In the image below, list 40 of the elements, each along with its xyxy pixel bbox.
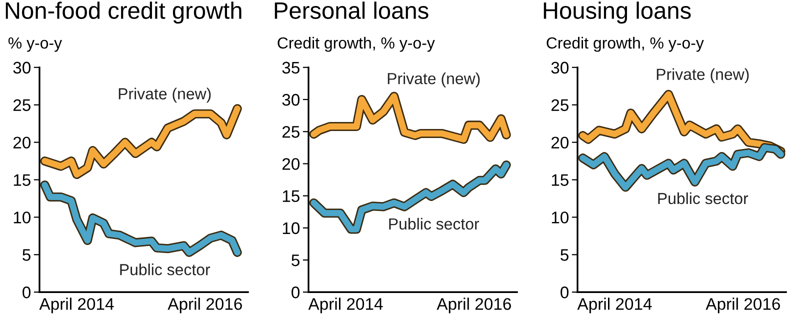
- y-tick-label: 10: [282, 222, 300, 234]
- x-tick-label: April 2016: [706, 298, 780, 314]
- y-tick-label: 25: [551, 99, 568, 112]
- y-tick-label: 35: [282, 62, 300, 74]
- y-tick-label: 15: [282, 190, 300, 202]
- y-tick-label: 30: [282, 94, 300, 106]
- series-label: Public sector: [389, 218, 480, 230]
- series-label: Public sector: [658, 192, 748, 204]
- x-tick-label: April 2014: [39, 298, 114, 314]
- y-tick-label: 30: [551, 62, 569, 74]
- series-label: Private (new): [656, 68, 749, 84]
- chart-title: Non-food credit growth: [6, 2, 242, 24]
- chart-subtitle: % y-o-y: [8, 37, 62, 52]
- y-tick-label: 10: [552, 212, 569, 224]
- y-tick-label: 0: [22, 286, 31, 298]
- x-tick-label: April 2016: [168, 298, 242, 314]
- x-tick-label: April 2014: [308, 298, 383, 314]
- y-tick-label: 5: [292, 254, 300, 266]
- y-tick-label: 20: [282, 158, 300, 170]
- y-tick-label: 25: [282, 126, 300, 138]
- y-tick-label: 25: [13, 99, 30, 112]
- y-tick-label: 5: [22, 249, 30, 261]
- y-tick-label: 20: [13, 136, 31, 149]
- series-label: Private (new): [388, 72, 480, 88]
- x-tick-label: April 2016: [436, 298, 511, 314]
- chart-subtitle: Credit growth, % y-o-y: [546, 36, 704, 52]
- x-tick-label: April 2014: [577, 298, 652, 314]
- y-tick-label: 30: [13, 62, 31, 74]
- y-tick-label: 15: [552, 174, 568, 186]
- series-label: Public sector: [120, 264, 210, 276]
- chart-title: Personal loans: [274, 2, 428, 19]
- chart-title: Housing loans: [544, 2, 691, 24]
- y-tick-label: 10: [14, 212, 31, 224]
- y-tick-label: 15: [14, 174, 30, 186]
- y-tick-label: 5: [560, 249, 568, 261]
- y-tick-label: 0: [292, 286, 300, 298]
- y-tick-label: 20: [551, 136, 569, 149]
- y-tick-label: 0: [560, 286, 569, 298]
- chart-subtitle: Credit growth, % y-o-y: [278, 36, 435, 52]
- series-label: Private (new): [118, 88, 211, 103]
